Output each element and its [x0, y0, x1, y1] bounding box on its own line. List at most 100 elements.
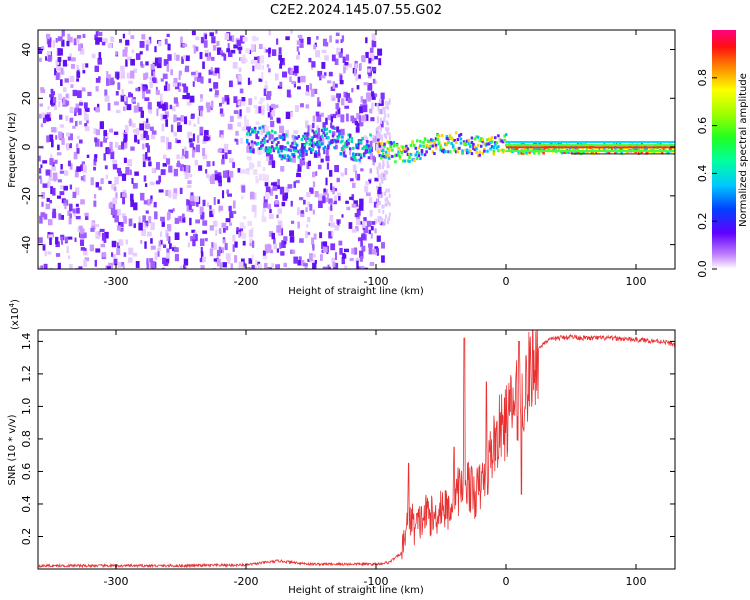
- heat-cell: [184, 171, 189, 180]
- heat-cell: [504, 133, 508, 137]
- heat-cell: [265, 155, 270, 161]
- heat-cell: [128, 93, 132, 98]
- heat-cell: [222, 227, 226, 233]
- heat-cell: [252, 240, 255, 248]
- heat-cell: [130, 35, 135, 40]
- heat-cell: [382, 176, 385, 181]
- heat-cell: [603, 147, 606, 151]
- heat-cell: [264, 174, 269, 182]
- heat-cell: [253, 169, 258, 175]
- heat-cell: [68, 217, 72, 225]
- heat-cell: [501, 150, 505, 154]
- heat-cell: [227, 176, 231, 183]
- heat-cell: [364, 145, 368, 149]
- heat-cell: [277, 208, 282, 214]
- heat-cell: [411, 140, 414, 144]
- heat-cell: [291, 152, 294, 156]
- heat-cell: [227, 123, 233, 130]
- heat-cell: [41, 192, 45, 199]
- heat-cell: [44, 251, 47, 257]
- heat-cell: [84, 126, 90, 132]
- heat-cell: [369, 210, 373, 217]
- heat-cell: [425, 150, 428, 154]
- heat-cell: [74, 237, 77, 242]
- heat-cell: [49, 169, 52, 178]
- heat-cell: [229, 115, 234, 122]
- heat-cell: [335, 32, 340, 37]
- heat-cell: [300, 151, 305, 158]
- heat-cell: [240, 195, 244, 200]
- heat-cell: [57, 56, 62, 62]
- heat-cell: [166, 212, 170, 221]
- heat-cell: [167, 83, 171, 91]
- heat-cell: [168, 209, 174, 213]
- heat-cell: [57, 179, 62, 183]
- heat-cell: [211, 36, 216, 44]
- heat-cell: [334, 252, 338, 261]
- heat-cell: [192, 44, 197, 48]
- heat-cell: [58, 213, 62, 220]
- heat-cell: [252, 148, 255, 152]
- heat-cell: [295, 149, 299, 153]
- heat-cell: [162, 114, 168, 119]
- heat-cell: [374, 55, 378, 60]
- heat-cell: [247, 142, 251, 146]
- heat-cell: [46, 51, 52, 58]
- heat-cell: [96, 103, 100, 110]
- heat-cell: [442, 150, 446, 154]
- heat-cell: [228, 205, 232, 212]
- heat-cell: [89, 244, 95, 252]
- heat-cell: [263, 88, 267, 97]
- heat-cell: [118, 221, 124, 228]
- heat-cell: [595, 147, 598, 151]
- heat-cell: [309, 83, 313, 90]
- heat-cell: [322, 147, 325, 151]
- heat-cell: [254, 96, 257, 100]
- heat-cell: [291, 141, 294, 145]
- heat-cell: [526, 147, 530, 151]
- heat-cell: [384, 113, 387, 118]
- heat-cell: [358, 153, 361, 157]
- heat-cell: [289, 236, 295, 243]
- heat-cell: [82, 63, 85, 70]
- heat-cell: [274, 73, 279, 81]
- spectrogram-x-tick-label: 0: [503, 275, 510, 288]
- heat-cell: [433, 141, 436, 145]
- heat-cell: [161, 221, 165, 227]
- heat-cell: [51, 127, 56, 133]
- heat-cell: [338, 135, 341, 139]
- heat-cell: [490, 140, 494, 144]
- heat-cell: [160, 78, 164, 82]
- heat-cell: [146, 258, 149, 266]
- heat-cell: [156, 108, 159, 116]
- heat-cell: [316, 114, 322, 122]
- heat-cell: [184, 150, 189, 159]
- heat-cell: [225, 253, 231, 260]
- heat-cell: [255, 259, 258, 267]
- heat-cell: [374, 218, 378, 224]
- heat-cell: [97, 234, 100, 240]
- heat-cell: [179, 165, 183, 172]
- heat-cell: [74, 187, 80, 196]
- heat-cell: [268, 157, 274, 166]
- heat-cell: [102, 38, 108, 43]
- heat-cell: [357, 237, 363, 242]
- heat-cell: [220, 113, 225, 117]
- heat-cell: [294, 149, 297, 153]
- heat-cell: [287, 267, 290, 269]
- heat-cell: [81, 87, 86, 92]
- heat-cell: [481, 151, 485, 155]
- heat-cell: [342, 56, 346, 63]
- heat-cell: [289, 76, 292, 83]
- heat-cell: [305, 149, 308, 153]
- heat-cell: [536, 147, 539, 151]
- heat-cell: [154, 211, 158, 220]
- heat-cell: [311, 171, 316, 178]
- heat-cell: [347, 97, 352, 103]
- heat-cell: [381, 204, 384, 209]
- heat-cell: [335, 103, 340, 110]
- heat-cell: [259, 55, 265, 64]
- heat-cell: [146, 199, 151, 206]
- heat-cell: [272, 182, 277, 189]
- heat-cell: [189, 217, 192, 226]
